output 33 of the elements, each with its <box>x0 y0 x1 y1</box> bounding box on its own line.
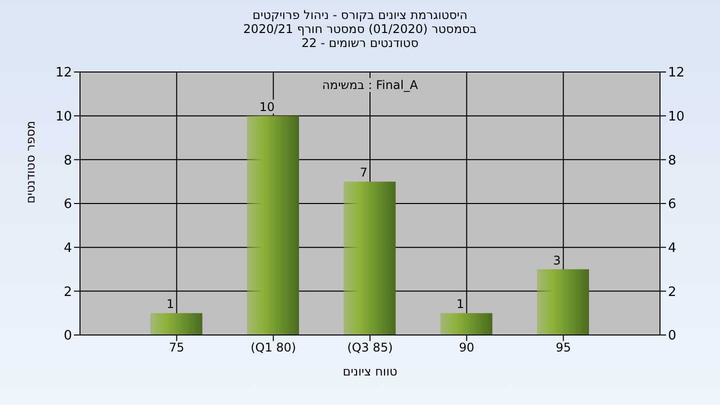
bar <box>440 313 492 335</box>
y2-tick-label: 12 <box>668 66 685 81</box>
y-tick-label: 12 <box>55 66 72 81</box>
y2-tick-label: 2 <box>668 284 676 300</box>
y-tick-label: 0 <box>64 328 72 344</box>
y2-tick-label: 4 <box>668 240 676 256</box>
chart-subtitle: בסמסטר (01/2020) סמסטר חורף 2020/21 סטודנטים רשומים - 22 <box>242 22 478 50</box>
x-tick-label: 90 <box>459 340 474 355</box>
y2-tick-label: 8 <box>668 153 676 168</box>
x-axis-title: טווח ציונים <box>342 364 398 379</box>
bar <box>150 313 202 335</box>
x-tick-label: (Q3 85) <box>347 340 393 355</box>
x-tick-label: 95 <box>556 340 571 355</box>
y2-tick-label: 10 <box>668 109 685 124</box>
data-label: 1 <box>166 297 174 312</box>
y2-tick-label: 6 <box>668 197 676 212</box>
x-tick-label: 75 <box>169 340 184 355</box>
chart-title: היסטוגרמת ציונים בקורס - ניהול פרויקטים <box>252 8 468 22</box>
data-label: 7 <box>360 166 368 180</box>
y-tick-label: 6 <box>64 197 72 212</box>
y-axis-title: מספר סטודנטים <box>23 120 38 204</box>
data-label: 3 <box>553 253 561 268</box>
bar <box>247 116 299 335</box>
bar <box>537 269 589 335</box>
y2-tick-label: 0 <box>668 328 676 344</box>
bar <box>344 182 396 335</box>
y-tick-label: 8 <box>64 153 72 168</box>
y-tick-label: 10 <box>55 109 72 124</box>
data-label: 1 <box>456 297 464 312</box>
y-tick-label: 4 <box>64 240 72 256</box>
y-tick-label: 2 <box>64 284 72 300</box>
x-tick-label: (Q1 80) <box>250 340 296 355</box>
annotation: במשימה : Final_A <box>318 78 422 92</box>
